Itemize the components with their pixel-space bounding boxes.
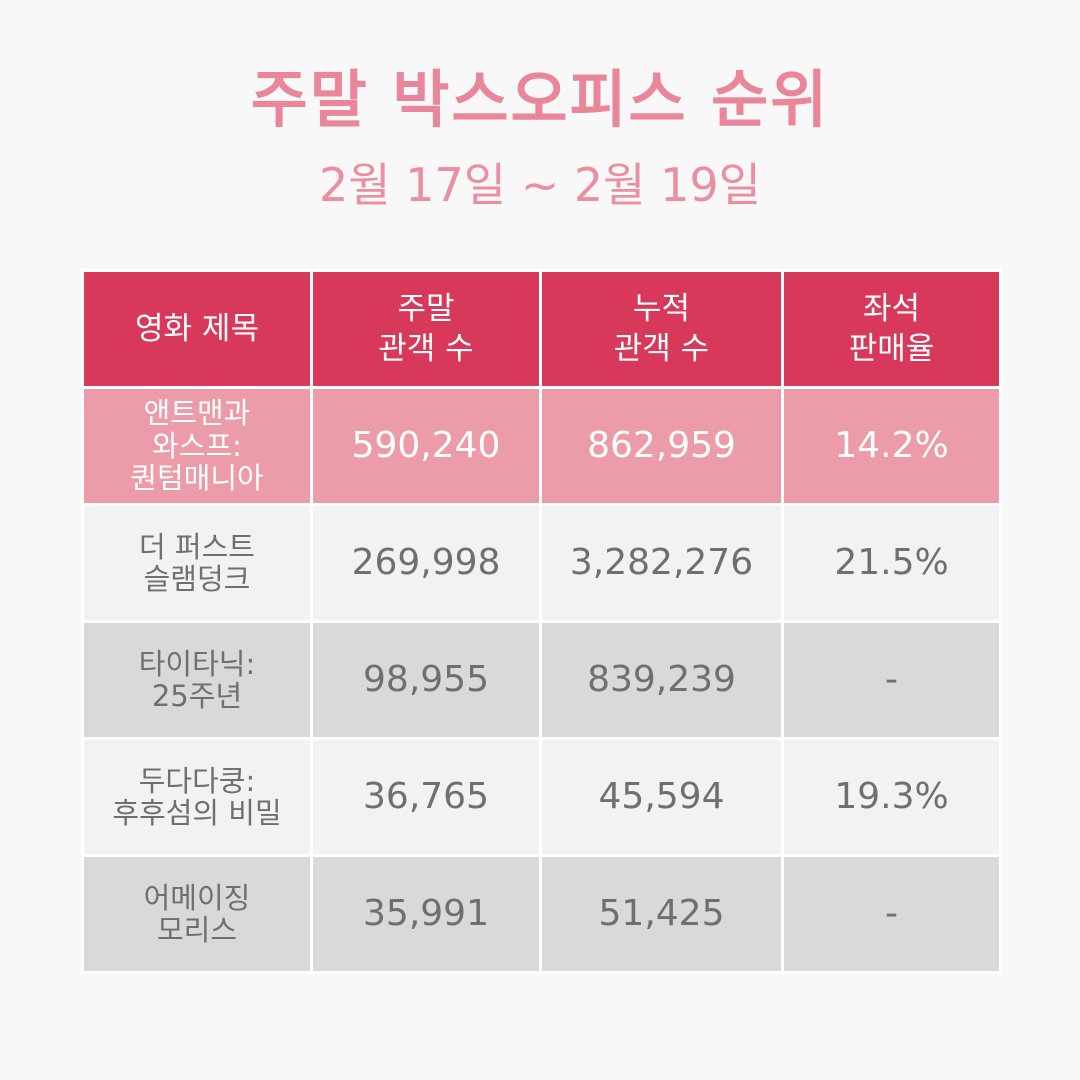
box-office-table: 영화 제목 주말 관객 수 누적 관객 수 좌석 판매율 앤트맨과	[81, 269, 1002, 974]
column-header-title-line: 영화 제목	[135, 310, 259, 347]
column-header-line: 좌석	[862, 290, 921, 327]
cumulative-audience-cell: 862,959	[539, 386, 784, 506]
movie-title-line: 25주년	[151, 679, 243, 713]
table-row: 앤트맨과 와스프: 퀀텀매니아 590,240 862,959 14.2%	[81, 386, 1002, 506]
cumulative-audience-cell: 45,594	[539, 737, 784, 857]
column-header-line: 누적	[632, 290, 691, 327]
seat-sales-rate-cell: -	[781, 620, 1002, 740]
movie-title-line: 앤트맨과	[143, 396, 251, 431]
movie-title-line: 슬램덩크	[143, 562, 251, 596]
movie-title-cell: 어메이징 모리스	[81, 854, 313, 974]
table-row: 더 퍼스트 슬램덩크 269,998 3,282,276 21.5%	[81, 503, 1002, 623]
weekend-audience-cell: 269,998	[310, 503, 542, 623]
seat-sales-rate-cell: 21.5%	[781, 503, 1002, 623]
movie-title-cell: 두다다쿵: 후후섬의 비밀	[81, 737, 313, 857]
movie-title-line: 후후섬의 비밀	[112, 796, 282, 830]
column-header-line: 주말	[397, 290, 455, 327]
column-header-line: 관객 수	[378, 331, 474, 367]
movie-title-line: 어메이징	[143, 880, 251, 915]
cumulative-audience-cell: 51,425	[539, 854, 784, 974]
date-range: 2월 17일 ~ 2월 19일	[319, 158, 761, 212]
weekend-audience-cell: 35,991	[310, 854, 542, 974]
weekend-audience-cell: 590,240	[310, 386, 542, 506]
column-header-title: 영화 제목	[81, 269, 313, 389]
movie-title-cell: 앤트맨과 와스프: 퀀텀매니아	[81, 386, 313, 506]
page-title: 주말 박스오피스 순위	[250, 63, 830, 136]
movie-title-line: 와스프:	[152, 428, 242, 463]
movie-title-line: 타이타닉:	[138, 646, 256, 681]
movie-title-line: 퀀텀매니아	[130, 461, 264, 496]
table-row: 타이타닉: 25주년 98,955 839,239 -	[81, 620, 1002, 740]
movie-title-line: 더 퍼스트	[139, 529, 255, 564]
cumulative-audience-cell: 839,239	[539, 620, 784, 740]
table-row: 어메이징 모리스 35,991 51,425 -	[81, 854, 1002, 974]
seat-sales-rate-cell: 14.2%	[781, 386, 1002, 506]
seat-sales-rate-cell: -	[781, 854, 1002, 974]
column-header-cumulative-audience: 누적 관객 수	[539, 269, 784, 389]
table-header-row: 영화 제목 주말 관객 수 누적 관객 수 좌석 판매율	[81, 269, 1002, 389]
column-header-seat-sales-rate: 좌석 판매율	[781, 269, 1002, 389]
column-header-line: 관객 수	[613, 331, 710, 367]
movie-title-line: 모리스	[156, 913, 238, 947]
weekend-audience-cell: 36,765	[310, 737, 542, 857]
cumulative-audience-cell: 3,282,276	[539, 503, 784, 623]
table-row: 두다다쿵: 후후섬의 비밀 36,765 45,594 19.3%	[81, 737, 1002, 857]
weekend-audience-cell: 98,955	[310, 620, 542, 740]
column-header-line: 판매율	[848, 331, 935, 367]
column-header-weekend-audience: 주말 관객 수	[310, 269, 542, 389]
seat-sales-rate-cell: 19.3%	[781, 737, 1002, 857]
movie-title-cell: 더 퍼스트 슬램덩크	[81, 503, 313, 623]
movie-title-line: 두다다쿵:	[138, 763, 256, 798]
movie-title-cell: 타이타닉: 25주년	[81, 620, 313, 740]
